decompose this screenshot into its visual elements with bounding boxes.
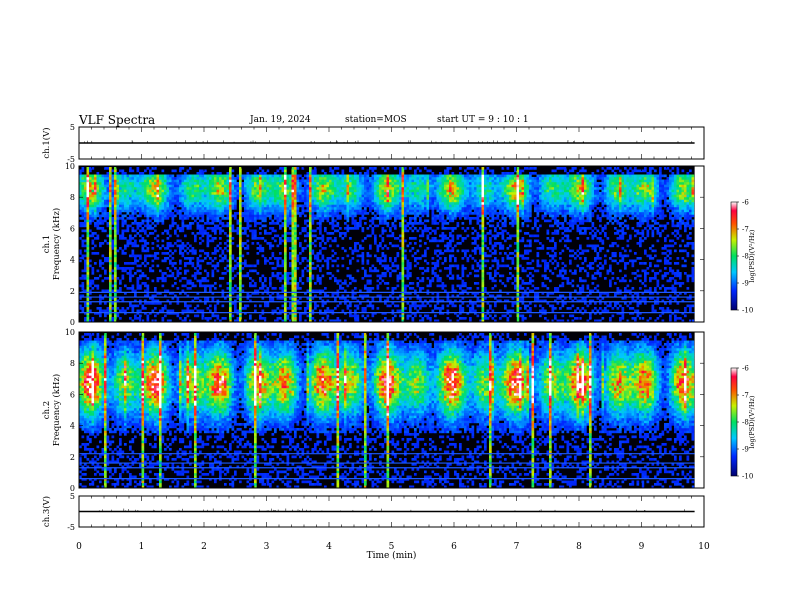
colorbar-tick-label: -6 bbox=[742, 365, 749, 373]
waveform-spikes-0 bbox=[84, 140, 693, 143]
colorbar-tick-label: -8 bbox=[742, 419, 749, 427]
x-tick-label: 9 bbox=[639, 542, 645, 552]
x-tick-label: 7 bbox=[514, 542, 520, 552]
spectrogram-image-2 bbox=[79, 332, 695, 489]
colorbar-label: log(PSD)(V²/Hz) bbox=[748, 395, 756, 448]
colorbar-label: log(PSD)(V²/Hz) bbox=[748, 229, 756, 282]
spectrogram-image-1 bbox=[79, 166, 695, 323]
colorbar-tick-label: -8 bbox=[742, 253, 749, 261]
x-tick-label: 3 bbox=[264, 542, 270, 552]
x-tick-label: 1 bbox=[139, 542, 145, 552]
y-axis-label: ch.2 bbox=[42, 401, 52, 419]
x-axis-label: Time (min) bbox=[367, 550, 417, 561]
y-tick-label: 8 bbox=[70, 359, 75, 368]
x-tick-label: 8 bbox=[576, 542, 582, 552]
y-tick-label: 2 bbox=[70, 453, 75, 462]
y-tick-label: -5 bbox=[67, 523, 75, 532]
colorbar-tick-label: -9 bbox=[742, 280, 749, 288]
y-tick-label: 8 bbox=[70, 193, 75, 202]
y-axis-label: Frequency (kHz) bbox=[51, 208, 62, 280]
colorbar-tick-label: -7 bbox=[742, 392, 749, 400]
y-tick-label: 10 bbox=[65, 328, 75, 337]
x-tick-label: 10 bbox=[698, 542, 710, 552]
start-time-label: start UT = 9 : 10 : 1 bbox=[437, 115, 529, 125]
y-tick-label: 0 bbox=[70, 318, 75, 327]
y-axis-label: Frequency (kHz) bbox=[51, 374, 62, 446]
y-axis-label: ch.3(V) bbox=[41, 496, 52, 527]
x-tick-label: 6 bbox=[451, 542, 457, 552]
colorbar-2 bbox=[730, 367, 738, 477]
y-tick-label: 4 bbox=[70, 256, 75, 265]
figure-title: VLF Spectra bbox=[79, 113, 156, 127]
colorbar-tick-label: -10 bbox=[742, 473, 753, 481]
colorbar-tick-label: -7 bbox=[742, 226, 749, 234]
y-tick-label: 4 bbox=[70, 422, 75, 431]
colorbar-tick-label: -10 bbox=[742, 307, 753, 315]
y-tick-label: 0 bbox=[70, 484, 75, 493]
y-tick-label: 5 bbox=[70, 492, 75, 501]
x-tick-label: 2 bbox=[201, 542, 207, 552]
colorbar-tick-label: -9 bbox=[742, 446, 749, 454]
y-tick-label: 2 bbox=[70, 287, 75, 296]
y-tick-label: 6 bbox=[70, 390, 75, 399]
y-axis-label: ch.1(V) bbox=[41, 127, 52, 158]
y-tick-label: 10 bbox=[65, 162, 75, 171]
x-tick-label: 0 bbox=[76, 542, 82, 552]
y-axis-label: ch.1 bbox=[42, 235, 52, 253]
y-tick-label: 6 bbox=[70, 224, 75, 233]
x-tick-label: 5 bbox=[389, 542, 395, 552]
date-label: Jan. 19, 2024 bbox=[250, 115, 311, 125]
y-tick-label: -5 bbox=[67, 155, 75, 164]
x-tick-label: 4 bbox=[326, 542, 332, 552]
y-tick-label: 5 bbox=[70, 123, 75, 132]
colorbar-1 bbox=[730, 201, 738, 311]
station-label: station=MOS bbox=[345, 115, 407, 125]
waveform-spikes-3 bbox=[78, 508, 685, 512]
colorbar-tick-label: -6 bbox=[742, 199, 749, 207]
